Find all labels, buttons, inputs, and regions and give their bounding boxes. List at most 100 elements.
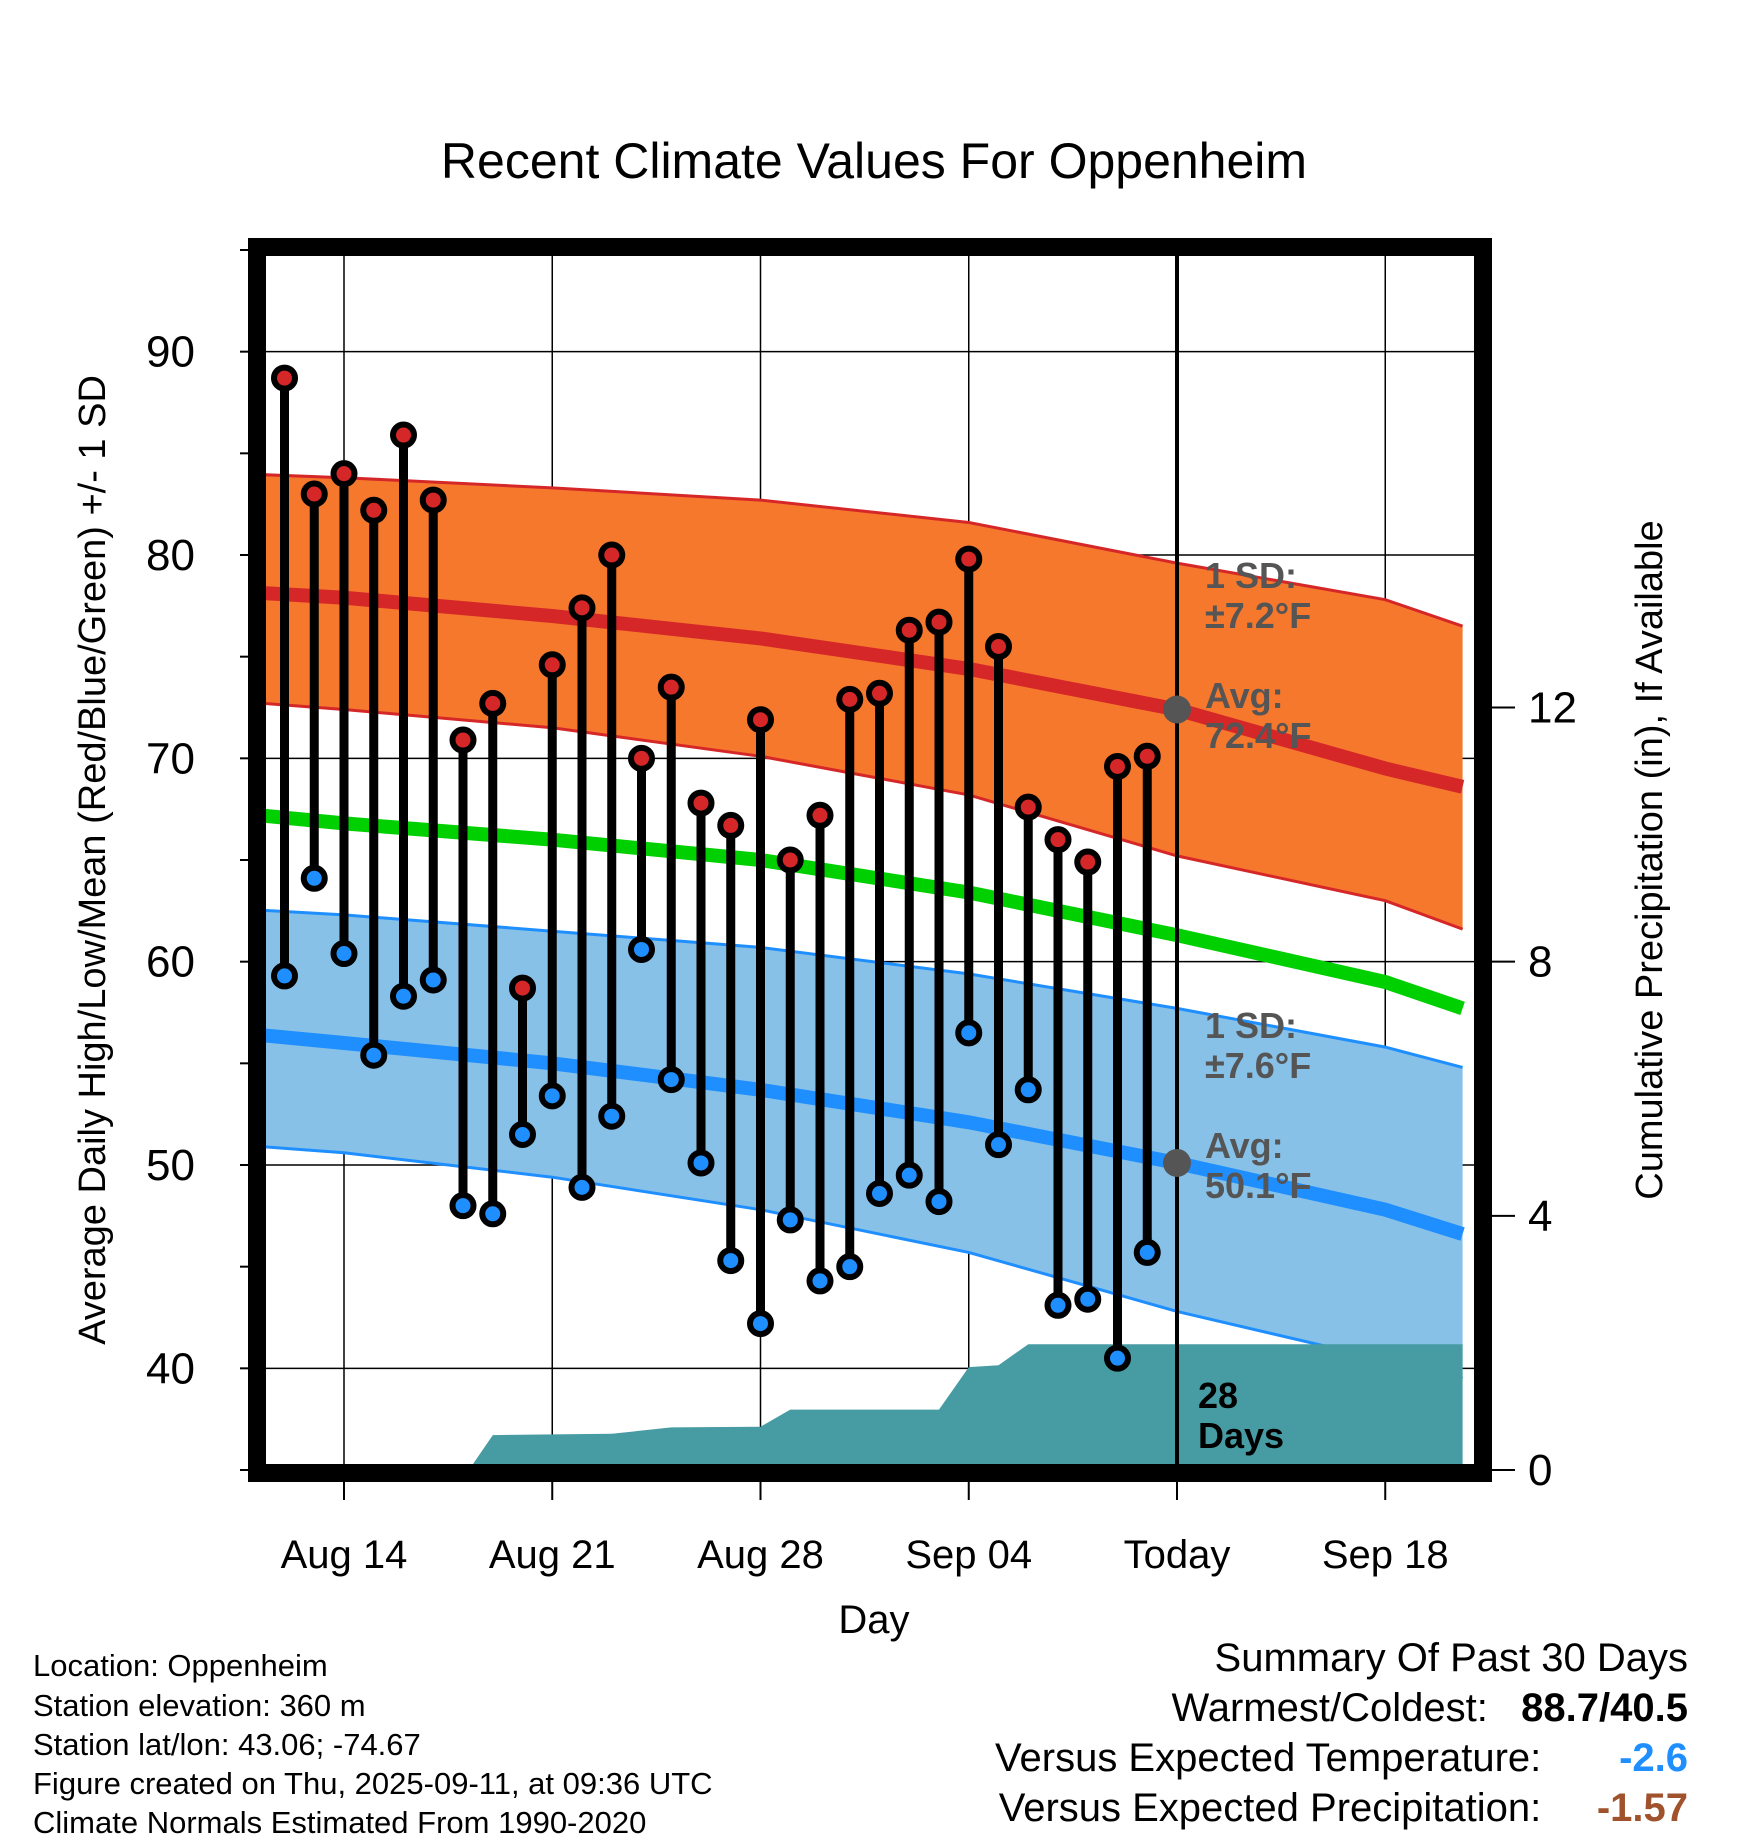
daily-high-point	[1104, 752, 1131, 780]
daily-high-point	[717, 811, 745, 839]
daily-high-point	[925, 608, 953, 636]
info-elevation: Station elevation: 360 m	[33, 1688, 366, 1723]
daily-low-point	[271, 962, 298, 990]
today-high-normal-dot	[1163, 695, 1191, 724]
daily-low-point	[598, 1102, 626, 1130]
summary-precip: Versus Expected Precipitation: -1.57	[999, 1786, 1688, 1831]
y-left-tick-label: 60	[146, 938, 195, 987]
daily-high-point	[985, 633, 1012, 660]
y-right-tick-label: 0	[1528, 1446, 1552, 1495]
summary-precip-label: Versus Expected Precipitation:	[998, 1786, 1542, 1830]
daily-low-point	[1074, 1285, 1102, 1313]
low-sd-band-upper-edge	[260, 908, 1463, 1069]
daily-low-point	[1133, 1238, 1161, 1266]
daily-high-point	[866, 679, 893, 707]
daily-high-point	[271, 364, 298, 392]
y-right-axis-label: Cumulative Precipitation (in), If Availa…	[1629, 520, 1671, 1199]
daily-low-point	[628, 935, 655, 963]
daily-low-point	[985, 1131, 1012, 1159]
x-tick-label: Today	[1124, 1533, 1231, 1577]
daily-low-point	[390, 982, 417, 1010]
daily-high-point	[806, 801, 834, 829]
y-right-tick-label: 4	[1528, 1192, 1552, 1241]
daily-high-point	[628, 744, 655, 772]
daily-high-point	[895, 616, 923, 644]
daily-high-point	[568, 594, 596, 622]
today-low-normal-dot	[1163, 1148, 1191, 1177]
daily-low-point	[509, 1121, 536, 1148]
y-left-tick-label: 90	[146, 328, 195, 377]
high-sd-band-lower-edge	[260, 701, 1464, 931]
x-tick-label: Sep 04	[905, 1533, 1032, 1577]
daily-low-point	[836, 1253, 864, 1281]
daily-low-point	[776, 1206, 804, 1234]
daily-low-point	[895, 1161, 923, 1189]
daily-high-point	[598, 541, 626, 569]
y-right-tick-label: 12	[1528, 684, 1577, 733]
annotation-high-avg: Avg: 72.4°F	[1205, 675, 1311, 756]
y-left-tick-label: 70	[146, 734, 195, 783]
daily-high-point	[657, 673, 685, 701]
daily-low-point	[747, 1310, 774, 1338]
summary-temp-label: Versus Expected Temperature:	[995, 1736, 1542, 1780]
daily-high-point	[390, 421, 417, 449]
annotation-precip-days: 28 Days	[1198, 1375, 1284, 1456]
daily-low-point	[955, 1019, 983, 1047]
daily-low-point	[300, 864, 328, 892]
y-left-tick-label: 40	[146, 1344, 195, 1393]
y-left-tick-label: 50	[146, 1141, 195, 1190]
y-right-tick-label: 8	[1528, 938, 1552, 987]
summary-temp: Versus Expected Temperature: -2.6	[995, 1736, 1688, 1781]
daily-high-point	[419, 486, 447, 514]
daily-high-point	[1044, 826, 1072, 854]
daily-high-point	[509, 974, 536, 1002]
x-tick-label: Aug 21	[489, 1533, 616, 1577]
info-latlon: Station lat/lon: 43.06; -74.67	[33, 1727, 421, 1762]
annotation-low-avg: Avg: 50.1°F	[1205, 1125, 1311, 1206]
axes: 40 50 60 70 80 90 0 4 8 12 Aug 14 Aug 21 Aug 28 Sep 0…	[72, 249, 1671, 1577]
cumulative-precip-area	[468, 1344, 1463, 1470]
summary-warm-cold: Warmest/Coldest: 88.7/40.5	[1171, 1686, 1688, 1731]
daily-low-point	[330, 940, 358, 968]
info-location: Location: Oppenheim	[33, 1648, 328, 1683]
daily-low-point	[449, 1192, 477, 1220]
daily-high-point	[836, 685, 864, 713]
daily-high-point	[747, 706, 774, 734]
normal-mean-line	[260, 808, 1465, 1016]
summary-heading: Summary Of Past 30 Days	[1214, 1636, 1688, 1680]
y-left-axis-label: Average Daily High/Low/Mean (Red/Blue/Gr…	[72, 375, 114, 1345]
daily-bars	[271, 364, 1161, 1372]
normal-high-line	[260, 585, 1465, 794]
daily-high-point	[1133, 742, 1161, 770]
summary-temp-value: -2.6	[1619, 1736, 1688, 1780]
daily-low-point	[1104, 1344, 1131, 1372]
daily-high-point	[1014, 793, 1042, 821]
plot-frame	[248, 238, 1492, 1482]
daily-high-point	[449, 726, 477, 754]
daily-low-point	[687, 1149, 715, 1177]
y-left-tick-label: 80	[146, 531, 195, 580]
x-tick-label: Aug 14	[281, 1533, 408, 1577]
daily-low-point	[419, 966, 447, 994]
info-normals: Climate Normals Estimated From 1990-2020	[33, 1805, 647, 1840]
annotation-high-sd: 1 SD: ±7.2°F	[1205, 555, 1311, 636]
chart-title: Recent Climate Values For Oppenheim	[440, 133, 1308, 189]
info-created: Figure created on Thu, 2025-09-11, at 09…	[33, 1766, 713, 1801]
x-tick-label: Aug 28	[697, 1533, 824, 1577]
daily-high-point	[538, 651, 566, 679]
daily-high-point	[479, 689, 507, 717]
precip-area	[468, 1344, 1463, 1470]
daily-low-point	[360, 1041, 388, 1069]
daily-high-point	[1074, 848, 1102, 876]
daily-low-point	[717, 1247, 745, 1275]
daily-high-point	[300, 480, 328, 508]
daily-low-point	[568, 1173, 596, 1201]
summary-warm-cold-value: 88.7/40.5	[1521, 1686, 1688, 1730]
daily-low-point	[925, 1188, 953, 1216]
daily-high-point	[360, 496, 388, 524]
low-sd-band	[260, 910, 1463, 1379]
daily-high-point	[776, 846, 804, 874]
daily-high-point	[687, 789, 715, 817]
daily-low-point	[479, 1200, 507, 1228]
